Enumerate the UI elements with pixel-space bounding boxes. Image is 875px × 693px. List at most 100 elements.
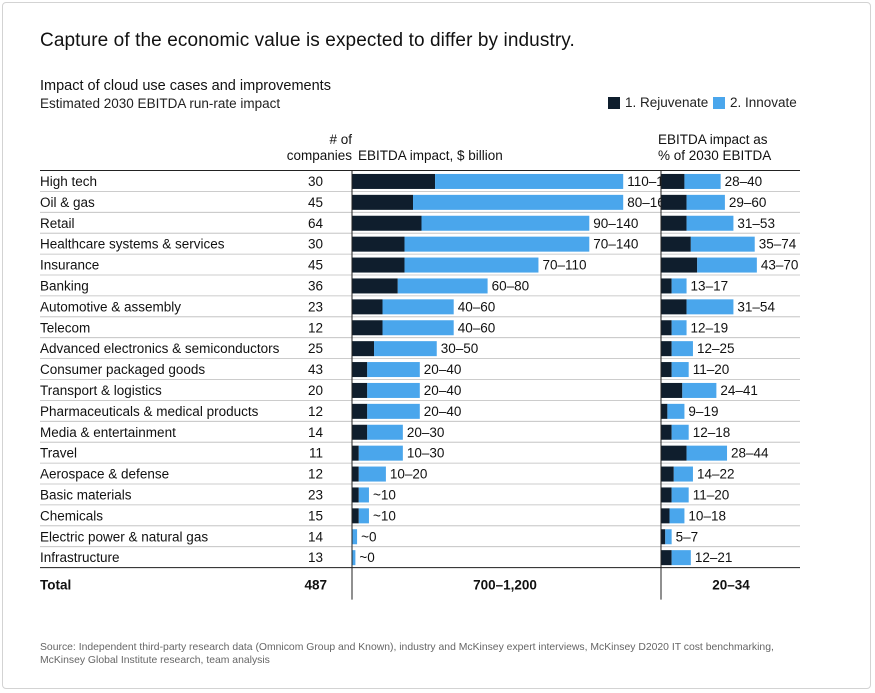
pct-bar-innovate (665, 529, 672, 545)
industry-label: Infrastructure (40, 550, 120, 565)
companies-value: 12 (308, 467, 323, 482)
pct-bar-rejuvenate (661, 466, 674, 482)
pct-bar-rejuvenate (661, 424, 672, 440)
pct-bar-rejuvenate (661, 550, 672, 566)
ebitda-range-label: 10–20 (390, 467, 428, 482)
ebitda-bar-innovate (413, 194, 624, 210)
pct-bar-innovate (673, 466, 693, 482)
ebitda-range-label: 20–40 (424, 383, 462, 398)
pct-bar-innovate (682, 382, 717, 398)
source-note: Source: Independent third-party research… (40, 642, 774, 666)
pct-column-header: EBITDA impact as % of 2030 EBITDA (658, 132, 772, 163)
ebitda-range-label: 70–140 (593, 237, 638, 252)
ebitda-bar-innovate (382, 320, 454, 336)
industry-label: Oil & gas (40, 195, 95, 210)
ebitda-bar-innovate (435, 173, 624, 189)
legend-swatch-innovate (713, 96, 725, 109)
industry-label: Insurance (40, 258, 99, 273)
ebitda-bar-rejuvenate (352, 257, 405, 273)
total-ebitda: 700–1,200 (473, 578, 537, 593)
companies-value: 12 (308, 320, 323, 335)
pct-bar-innovate (686, 299, 734, 315)
ebitda-bar-innovate (404, 236, 590, 252)
pct-range-label: 35–74 (759, 237, 797, 252)
pct-bar-innovate (684, 173, 721, 189)
ebitda-range-label: 90–140 (593, 216, 638, 231)
pct-range-label: 13–17 (691, 278, 729, 293)
ebitda-bar-rejuvenate (352, 424, 368, 440)
industry-label: Basic materials (40, 487, 132, 502)
pct-range-label: 31–54 (737, 299, 775, 314)
ebitda-bar-innovate (352, 550, 356, 566)
companies-value: 23 (308, 299, 323, 314)
pct-bar-innovate (671, 550, 691, 566)
companies-value: 13 (308, 550, 323, 565)
pct-bar-rejuvenate (661, 341, 672, 357)
ebitda-bar-innovate (352, 529, 358, 545)
ebitda-bar-innovate (404, 257, 539, 273)
pct-bar-rejuvenate (661, 529, 666, 545)
pct-bar-innovate (686, 194, 725, 210)
ebitda-bar-rejuvenate (352, 445, 359, 461)
pct-bar-rejuvenate (661, 215, 687, 231)
pct-bar-rejuvenate (661, 508, 670, 524)
chart-subtitle-secondary: Estimated 2030 EBITDA run-rate impact (40, 96, 281, 111)
ebitda-bar-rejuvenate (352, 194, 414, 210)
companies-value: 45 (308, 258, 323, 273)
pct-bar-innovate (671, 320, 687, 336)
ebitda-bar-innovate (358, 445, 403, 461)
pct-range-label: 12–25 (697, 341, 735, 356)
ebitda-bar-innovate (367, 403, 420, 419)
pct-bar-rejuvenate (661, 362, 672, 378)
ebitda-bar-rejuvenate (352, 173, 436, 189)
ebitda-bar-innovate (367, 382, 420, 398)
ebitda-range-label: 30–50 (441, 341, 479, 356)
industry-label: High tech (40, 174, 97, 189)
pct-range-label: 10–18 (688, 508, 726, 523)
pct-bar-innovate (697, 257, 757, 273)
pct-range-label: 28–40 (725, 174, 763, 189)
industry-label: Travel (40, 446, 77, 461)
industry-label: Automotive & assembly (40, 299, 181, 314)
pct-range-label: 24–41 (720, 383, 758, 398)
ebitda-bar-innovate (382, 299, 454, 315)
pct-range-label: 12–21 (695, 550, 733, 565)
industry-label: Electric power & natural gas (40, 529, 208, 544)
pct-range-label: 11–20 (693, 487, 730, 502)
ebitda-range-label: 20–30 (407, 425, 445, 440)
legend-label-rejuvenate: 1. Rejuvenate (625, 95, 709, 110)
ebitda-bar-rejuvenate (352, 466, 359, 482)
pct-range-label: 43–70 (761, 258, 799, 273)
ebitda-bar-innovate (358, 487, 369, 503)
ebitda-range-label: ~10 (373, 508, 396, 523)
pct-bar-rejuvenate (661, 299, 687, 315)
ebitda-range-label: ~0 (359, 550, 374, 565)
pct-bar-innovate (671, 487, 689, 503)
ebitda-bar-rejuvenate (352, 362, 368, 378)
pct-bar-innovate (671, 424, 689, 440)
pct-bar-rejuvenate (661, 173, 685, 189)
pct-bar-innovate (686, 445, 728, 461)
pct-range-label: 11–20 (693, 362, 730, 377)
ebitda-range-label: 40–60 (458, 320, 496, 335)
pct-bar-rejuvenate (661, 403, 668, 419)
ebitda-range-label: 70–110 (542, 258, 586, 273)
industry-label: Healthcare systems & services (40, 237, 225, 252)
companies-value: 11 (309, 446, 323, 461)
pct-bar-innovate (671, 362, 689, 378)
pct-bar-innovate (690, 236, 755, 252)
pct-bar-innovate (669, 508, 685, 524)
pct-range-label: 9–19 (688, 404, 718, 419)
legend-label-innovate: 2. Innovate (730, 95, 797, 110)
ebitda-bar-rejuvenate (352, 215, 422, 231)
companies-value: 23 (308, 487, 323, 502)
ebitda-bar-rejuvenate (352, 320, 383, 336)
pct-bar-rejuvenate (661, 445, 687, 461)
pct-bar-innovate (671, 278, 687, 294)
pct-bar-innovate (667, 403, 685, 419)
ebitda-range-label: 10–30 (407, 446, 445, 461)
ebitda-bar-innovate (374, 341, 437, 357)
pct-bar-rejuvenate (661, 194, 687, 210)
ebitda-range-label: 40–60 (458, 299, 496, 314)
